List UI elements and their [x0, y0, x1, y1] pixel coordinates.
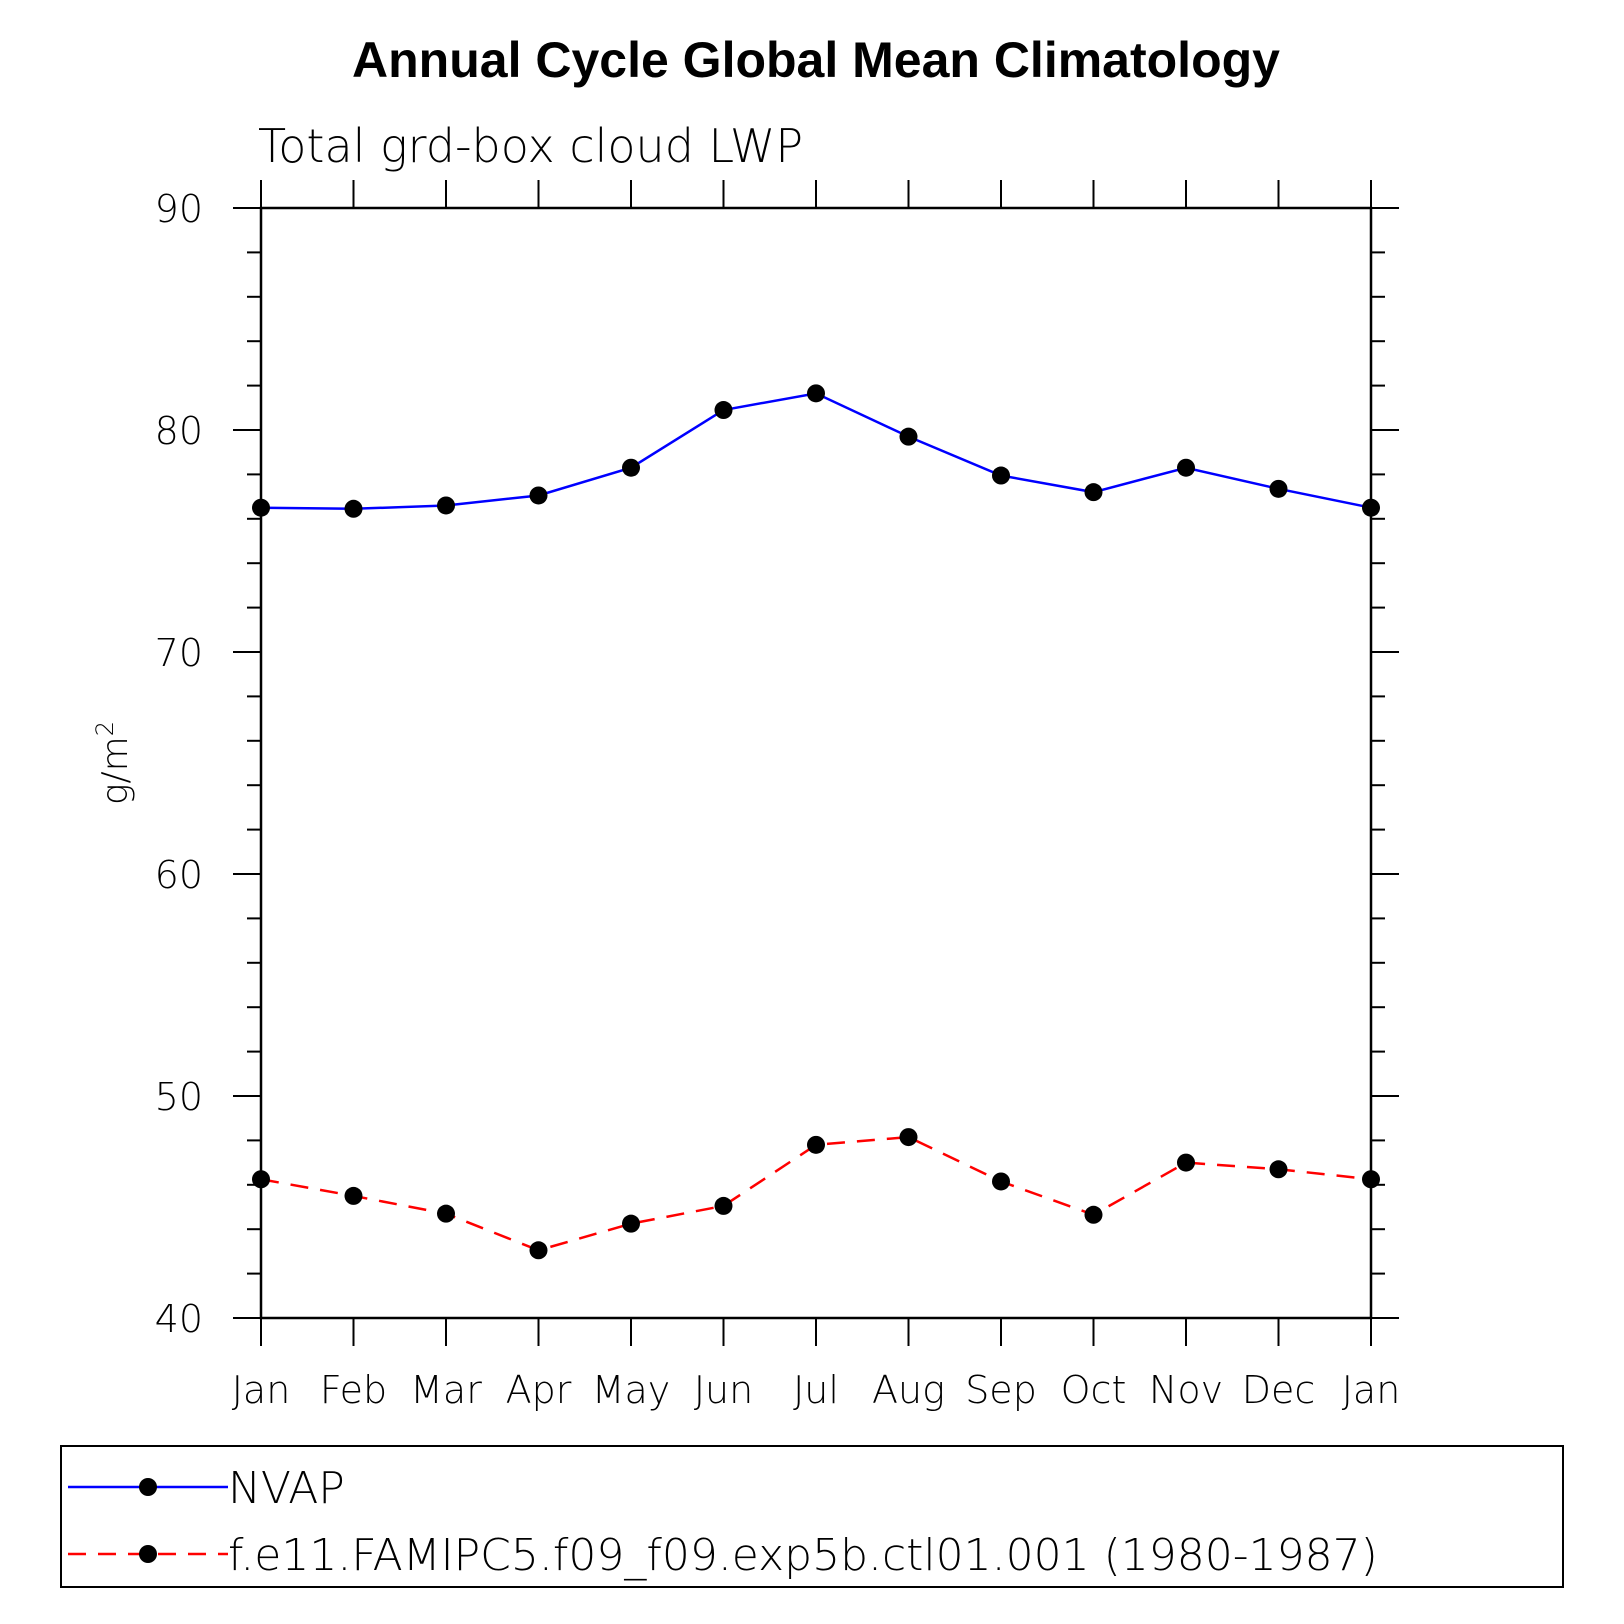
data-point	[992, 1172, 1010, 1191]
x-tick-label: Mar	[410, 1368, 482, 1412]
data-point	[344, 499, 363, 518]
data-point	[252, 498, 270, 517]
y-tick-label: 80	[155, 409, 203, 453]
data-point	[899, 1128, 918, 1147]
y-tick-label: 50	[155, 1075, 203, 1119]
chart-title: Annual Cycle Global Mean Climatology	[352, 32, 1280, 88]
x-tick-label: Feb	[320, 1368, 387, 1412]
data-point	[344, 1186, 363, 1205]
x-tick-label: Jan	[1342, 1368, 1401, 1412]
legend-label: NVAP	[228, 1463, 345, 1514]
data-point	[529, 1241, 548, 1260]
data-point	[992, 466, 1010, 485]
x-tick-label: Jun	[694, 1368, 753, 1412]
data-point	[1177, 458, 1195, 477]
y-tick-label: 70	[155, 631, 203, 675]
legend-box	[60, 1445, 1564, 1588]
data-point	[1177, 1153, 1195, 1172]
data-point	[1269, 479, 1288, 498]
data-point	[252, 1170, 270, 1189]
data-point	[529, 486, 548, 505]
x-tick-label: Aug	[872, 1368, 945, 1412]
data-point	[1084, 1205, 1103, 1224]
x-tick-label: Sep	[965, 1368, 1037, 1412]
data-point	[622, 1214, 640, 1233]
legend-marker	[139, 1545, 157, 1563]
data-point	[437, 496, 455, 515]
x-tick-label: Dec	[1242, 1368, 1316, 1412]
data-point	[807, 1135, 825, 1154]
x-tick-label: Apr	[506, 1368, 572, 1412]
x-tick-label: May	[592, 1368, 671, 1412]
x-tick-label: Jan	[232, 1368, 291, 1412]
series-line-1	[260, 1135, 1372, 1252]
data-point	[622, 458, 640, 477]
data-point	[714, 1196, 733, 1215]
data-point	[899, 427, 918, 446]
y-tick-label: 60	[155, 853, 203, 897]
data-point	[714, 401, 733, 420]
data-point	[437, 1204, 455, 1223]
x-tick-label: Oct	[1061, 1368, 1127, 1412]
x-tick-label: Nov	[1149, 1368, 1223, 1412]
legend-marker	[139, 1478, 157, 1496]
data-point	[1269, 1160, 1288, 1179]
chart-subtitle: Total grd-box cloud LWP	[258, 119, 803, 173]
series-line-0	[260, 392, 1372, 511]
data-point	[1084, 483, 1103, 502]
data-point	[1362, 498, 1380, 517]
legend-label: f.e11.FAMIPC5.f09_f09.exp5b.ctl01.001 (1…	[228, 1530, 1378, 1581]
y-tick-label: 90	[155, 187, 203, 231]
y-tick-label: 40	[155, 1297, 203, 1341]
y-axis-label: g/m2	[91, 721, 136, 805]
x-tick-label: Jul	[793, 1368, 839, 1412]
data-point	[807, 384, 825, 403]
data-point	[1362, 1170, 1380, 1189]
